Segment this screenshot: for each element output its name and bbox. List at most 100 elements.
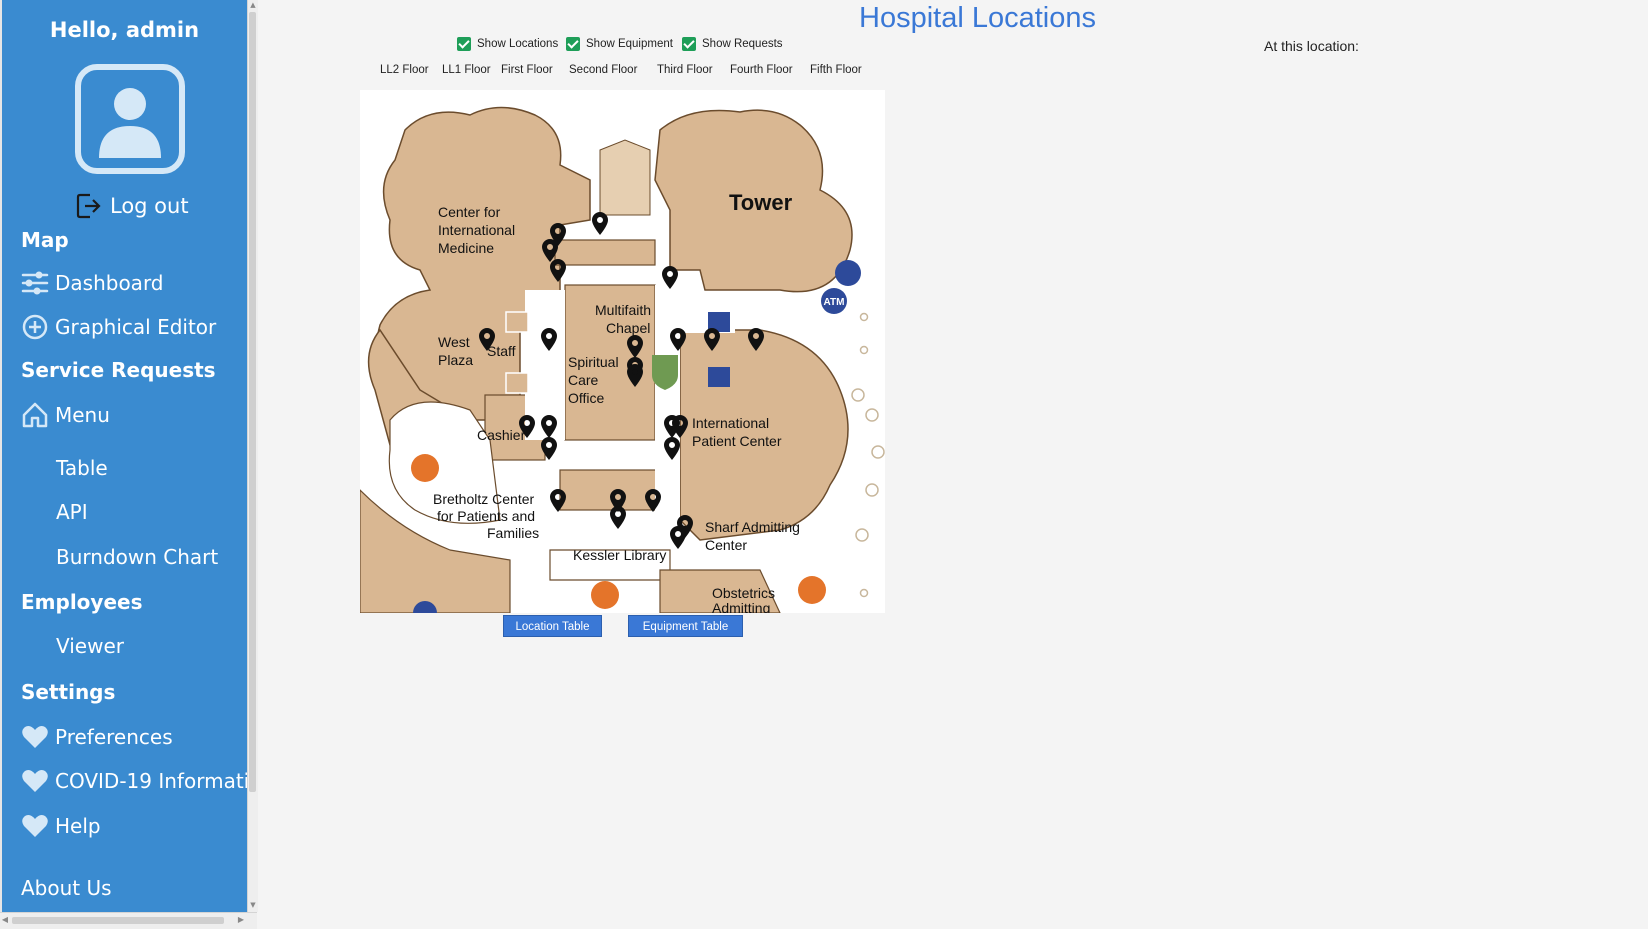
scroll-down-icon[interactable]: ▼ bbox=[250, 901, 256, 909]
sidebar-item-api[interactable]: API bbox=[56, 500, 88, 524]
scrollbar-thumb[interactable] bbox=[249, 12, 256, 792]
sidebar-item-viewer[interactable]: Viewer bbox=[56, 634, 124, 658]
tab-first-floor[interactable]: First Floor bbox=[501, 64, 553, 76]
location-pin-icon[interactable] bbox=[627, 364, 643, 387]
floor-map[interactable]: ATM Tower Center for International Medic… bbox=[360, 90, 885, 613]
sidebar-item-preferences[interactable]: Preferences bbox=[21, 723, 173, 751]
location-pin-icon[interactable] bbox=[592, 212, 608, 235]
sidebar-item-table[interactable]: Table bbox=[56, 456, 108, 480]
sidebar-horizontal-scrollbar[interactable]: ◀ ▶ bbox=[0, 912, 257, 929]
tab-fifth-floor[interactable]: Fifth Floor bbox=[810, 64, 862, 76]
map-label: International bbox=[692, 415, 769, 431]
at-location-label: At this location: bbox=[1264, 38, 1359, 54]
heart-icon bbox=[22, 770, 48, 792]
section-map: Map bbox=[21, 228, 69, 252]
heart-icon bbox=[22, 726, 48, 748]
show-equipment-checkbox[interactable]: Show Equipment bbox=[566, 37, 673, 51]
scrollbar-thumb[interactable] bbox=[12, 917, 224, 924]
sidebar-item-label: Graphical Editor bbox=[55, 315, 217, 339]
map-label: for Patients and bbox=[437, 508, 535, 524]
tab-ll2-floor[interactable]: LL2 Floor bbox=[380, 64, 429, 76]
scroll-right-icon[interactable]: ▶ bbox=[237, 915, 245, 924]
map-label: West bbox=[438, 334, 470, 350]
location-pin-icon[interactable] bbox=[645, 489, 661, 512]
location-pin-icon[interactable] bbox=[704, 328, 720, 351]
tower-label: Tower bbox=[729, 190, 793, 215]
location-pin-icon[interactable] bbox=[670, 328, 686, 351]
location-pin-icon[interactable] bbox=[479, 328, 495, 351]
map-label: Families bbox=[487, 525, 539, 541]
sidebar-item-covid[interactable]: COVID-19 Informati... bbox=[21, 767, 247, 795]
map-label: Office bbox=[568, 390, 605, 406]
location-pin-icon[interactable] bbox=[748, 328, 764, 351]
sidebar-item-label: COVID-19 Informati... bbox=[55, 769, 247, 793]
logout-label: Log out bbox=[110, 194, 189, 218]
map-label: International bbox=[438, 222, 515, 238]
scroll-up-icon[interactable]: ▲ bbox=[250, 1, 256, 9]
location-pin-icon[interactable] bbox=[541, 328, 557, 351]
tab-second-floor[interactable]: Second Floor bbox=[569, 64, 638, 76]
location-pin-icon[interactable] bbox=[664, 437, 680, 460]
sidebar-item-graphical-editor[interactable]: Graphical Editor bbox=[21, 313, 216, 341]
location-pin-icon[interactable] bbox=[550, 259, 566, 282]
map-label: Kessler Library bbox=[573, 547, 666, 563]
sidebar: Hello, admin Log out Map Dashboard bbox=[0, 0, 258, 929]
sidebar-item-menu[interactable]: Menu bbox=[21, 401, 110, 429]
equipment-table-button[interactable]: Equipment Table bbox=[628, 615, 743, 637]
greeting: Hello, admin bbox=[49, 18, 200, 42]
map-label: Bretholtz Center bbox=[433, 491, 534, 507]
sidebar-item-label: Preferences bbox=[55, 725, 173, 749]
map-label: Obstetrics bbox=[712, 585, 775, 601]
section-employees: Employees bbox=[21, 590, 143, 614]
tab-third-floor[interactable]: Third Floor bbox=[657, 64, 713, 76]
logout-button[interactable]: Log out bbox=[76, 191, 189, 221]
sidebar-item-about-us[interactable]: About Us bbox=[21, 876, 112, 900]
sidebar-item-dashboard[interactable]: Dashboard bbox=[21, 269, 164, 297]
location-pin-icon[interactable] bbox=[610, 506, 626, 529]
location-pin-icon[interactable] bbox=[541, 415, 557, 438]
map-label: Center for bbox=[438, 204, 501, 220]
scroll-left-icon[interactable]: ◀ bbox=[1, 915, 9, 924]
sliders-icon bbox=[21, 271, 49, 295]
sidebar-item-label: Help bbox=[55, 814, 101, 838]
sidebar-vertical-scrollbar[interactable]: ▲ ▼ bbox=[247, 0, 258, 912]
tab-ll1-floor[interactable]: LL1 Floor bbox=[442, 64, 491, 76]
avatar-icon bbox=[75, 64, 185, 174]
section-settings: Settings bbox=[21, 680, 116, 704]
checkbox-label: Show Equipment bbox=[586, 38, 673, 50]
map-label: Patient Center bbox=[692, 433, 782, 449]
home-icon bbox=[22, 402, 48, 428]
map-label: Multifaith bbox=[595, 302, 651, 318]
sidebar-item-help[interactable]: Help bbox=[21, 812, 101, 840]
checkbox-label: Show Requests bbox=[702, 38, 783, 50]
checkbox-label: Show Locations bbox=[477, 38, 559, 50]
location-pin-icon[interactable] bbox=[610, 489, 626, 512]
map-label: Medicine bbox=[438, 240, 494, 256]
location-pin-icon[interactable] bbox=[550, 489, 566, 512]
checkbox-checked-icon bbox=[682, 37, 696, 51]
sidebar-item-burndown-chart[interactable]: Burndown Chart bbox=[56, 545, 219, 569]
location-pin-icon[interactable] bbox=[519, 415, 535, 438]
map-label: Admitting bbox=[712, 600, 770, 613]
show-requests-checkbox[interactable]: Show Requests bbox=[682, 37, 783, 51]
logout-icon bbox=[76, 193, 101, 219]
location-pin-icon[interactable] bbox=[627, 335, 643, 358]
tab-fourth-floor[interactable]: Fourth Floor bbox=[730, 64, 793, 76]
checkbox-checked-icon bbox=[457, 37, 471, 51]
sidebar-item-label: Menu bbox=[55, 403, 110, 427]
atm-label: ATM bbox=[824, 297, 845, 308]
section-service-requests: Service Requests bbox=[21, 358, 216, 382]
checkbox-checked-icon bbox=[566, 37, 580, 51]
show-locations-checkbox[interactable]: Show Locations bbox=[457, 37, 558, 51]
location-pin-icon[interactable] bbox=[670, 526, 686, 549]
location-pin-icon[interactable] bbox=[672, 415, 688, 438]
location-pin-icon[interactable] bbox=[542, 239, 558, 262]
location-pin-icon[interactable] bbox=[662, 266, 678, 289]
sidebar-panel: Hello, admin Log out Map Dashboard bbox=[2, 0, 247, 912]
location-table-button[interactable]: Location Table bbox=[503, 615, 602, 637]
location-pin-icon[interactable] bbox=[541, 437, 557, 460]
map-label: Spiritual bbox=[568, 354, 619, 370]
sidebar-item-label: Dashboard bbox=[55, 271, 164, 295]
plus-circle-icon bbox=[22, 314, 48, 340]
map-label: Sharf Admitting bbox=[705, 519, 800, 535]
